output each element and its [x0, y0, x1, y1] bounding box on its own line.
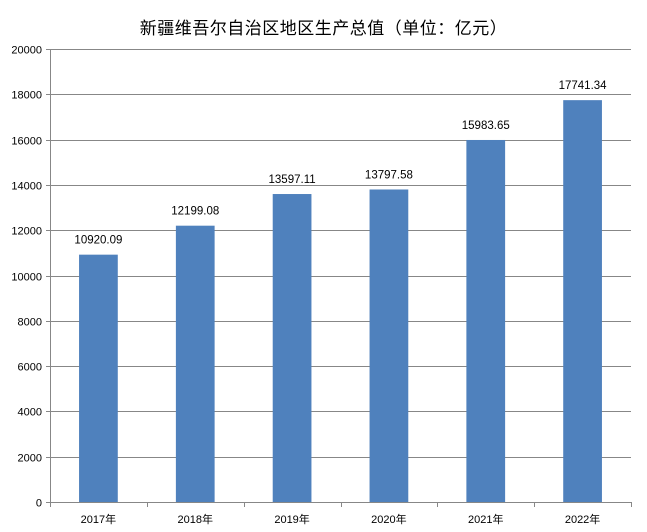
bar-2018年: [175, 225, 215, 502]
y-tick-label: 16000: [11, 136, 42, 148]
bars: [79, 100, 602, 503]
y-tick-label: 10000: [11, 272, 42, 284]
y-tick-label: 12000: [11, 226, 42, 238]
y-tick-label: 4000: [18, 407, 42, 419]
data-label: 13797.58: [365, 169, 413, 181]
x-tick-label: 2017年: [81, 512, 116, 526]
y-tick-label: 20000: [11, 45, 42, 57]
bar-2017年: [79, 254, 118, 502]
x-tick-label: 2021年: [468, 512, 503, 526]
bar-2022年: [563, 100, 602, 503]
x-tick-label: 2018年: [178, 512, 213, 526]
bar-2021年: [466, 139, 506, 502]
labels: 0 2000 4000 6000 8000 10000 12000 14000 16000 180…: [11, 45, 607, 527]
data-label: 12199.08: [171, 206, 219, 218]
y-tick-label: 18000: [11, 90, 42, 102]
bar-2020年: [369, 189, 409, 503]
axes: [46, 49, 632, 507]
y-tick-label: 6000: [18, 362, 42, 374]
x-tick-label: 2022年: [565, 512, 600, 526]
y-tick-label: 14000: [11, 181, 42, 193]
data-label: 13597.11: [269, 174, 316, 186]
y-tick-label: 2000: [18, 453, 42, 465]
gridlines: [50, 49, 631, 458]
y-tick-label: 8000: [18, 317, 42, 329]
data-label: 15983.65: [462, 120, 510, 132]
y-tick-label: 0: [36, 498, 42, 510]
chart-title: 新疆维吾尔自治区地区生产总值（单位：亿元）: [139, 19, 508, 39]
bar-2019年: [272, 194, 312, 502]
x-tick-label: 2020年: [371, 512, 406, 526]
data-label: 17741.34: [559, 80, 608, 92]
data-label: 10920.09: [74, 235, 122, 247]
x-tick-label: 2019年: [274, 512, 309, 526]
